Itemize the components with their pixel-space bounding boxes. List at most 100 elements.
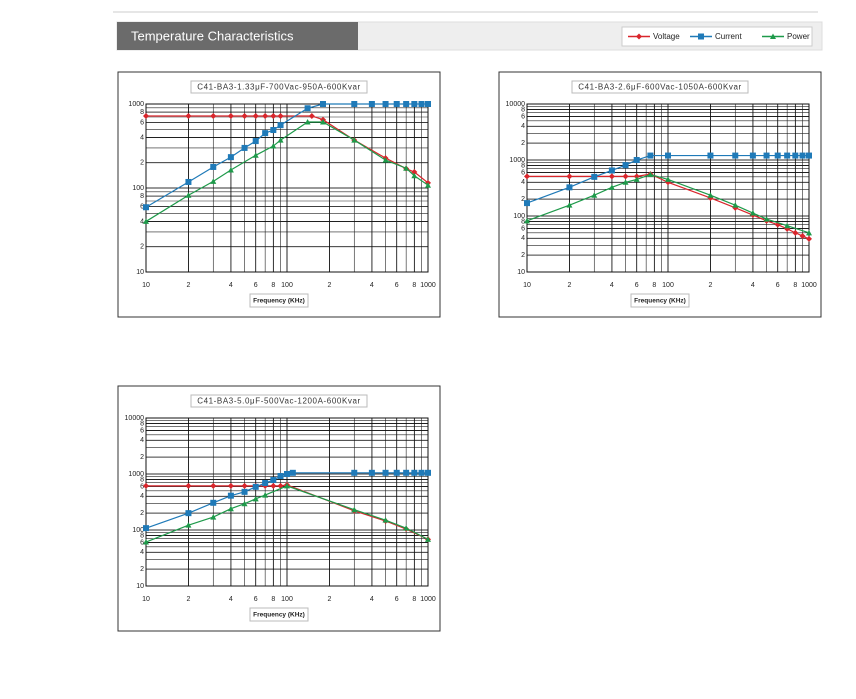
data-point	[806, 229, 812, 236]
y-tick-label: 2	[140, 244, 144, 251]
y-tick-label: 1000	[128, 101, 144, 108]
x-tick-label: 10	[523, 282, 531, 289]
data-point	[411, 101, 418, 107]
x-tick-label: 1000	[420, 596, 436, 603]
xlabel-box	[249, 293, 309, 308]
x-tick-label: 2	[567, 282, 571, 289]
data-point	[227, 505, 234, 512]
data-point	[262, 480, 269, 487]
data-point	[425, 182, 431, 188]
data-point	[622, 162, 629, 169]
data-point	[227, 482, 234, 489]
data-point	[351, 137, 358, 143]
data-point	[252, 483, 259, 490]
data-point	[749, 210, 756, 216]
data-point	[608, 173, 615, 180]
chart-frame	[498, 71, 822, 318]
plot-frame	[145, 103, 429, 273]
x-tick-label: 1000	[801, 282, 817, 289]
x-tick-label: 4	[370, 596, 374, 603]
data-point	[411, 172, 418, 179]
data-point	[210, 514, 217, 520]
y-tick-label: 8	[521, 106, 525, 113]
y-tick-label: 2	[521, 252, 525, 259]
data-point	[393, 101, 400, 107]
data-point	[382, 469, 389, 476]
data-point	[227, 154, 234, 161]
data-point	[591, 192, 598, 198]
data-point	[351, 469, 358, 476]
data-point	[411, 469, 418, 476]
x-tick-label: 4	[229, 282, 233, 289]
data-point	[319, 101, 326, 107]
data-point	[241, 482, 248, 489]
data-point	[418, 101, 425, 107]
chart-title: C41-BA3-2.6μF-600Vac-1050A-600Kvar	[578, 83, 742, 92]
data-point	[143, 218, 149, 224]
y-tick-label: 2	[140, 566, 144, 573]
data-point	[792, 229, 799, 236]
chart-title: C41-BA3-1.33μF-700Vac-950A-600Kvar	[197, 83, 361, 92]
data-point	[382, 101, 389, 107]
data-point	[143, 525, 149, 532]
data-point	[252, 495, 259, 502]
data-point	[403, 525, 410, 531]
data-point	[227, 492, 234, 499]
x-tick-label: 4	[370, 282, 374, 289]
y-tick-label: 6	[140, 483, 144, 490]
data-point	[806, 235, 812, 242]
y-tick-label: 100	[132, 185, 144, 192]
y-tick-label: 6	[521, 225, 525, 232]
data-point	[284, 471, 290, 477]
data-point	[185, 510, 192, 517]
data-point	[524, 217, 530, 224]
y-tick-label: 2	[140, 454, 144, 461]
data-point	[633, 176, 640, 182]
data-point	[241, 500, 248, 507]
data-point	[210, 112, 217, 119]
data-point	[284, 482, 290, 489]
data-point	[707, 192, 714, 198]
data-point	[799, 152, 806, 159]
y-tick-label: 10	[136, 583, 144, 590]
y-tick-label: 10000	[125, 415, 145, 422]
chart-frame	[117, 385, 441, 632]
data-point	[774, 152, 781, 159]
y-tick-label: 6	[140, 203, 144, 210]
series-line	[145, 485, 429, 543]
data-point	[425, 536, 431, 542]
x-axis-label: Frequency (KHz)	[634, 298, 686, 305]
data-point	[368, 469, 375, 476]
xlabel-box	[249, 607, 309, 622]
x-tick-label: 6	[776, 282, 780, 289]
data-point	[403, 469, 410, 476]
data-point	[418, 469, 425, 476]
x-tick-label: 8	[652, 282, 656, 289]
data-point	[732, 152, 739, 159]
data-point	[270, 112, 277, 119]
legend-marker	[636, 33, 642, 40]
data-point	[425, 101, 431, 107]
data-point	[252, 112, 259, 119]
x-tick-label: 2	[327, 596, 331, 603]
data-point	[707, 152, 714, 159]
y-tick-label: 8	[140, 420, 144, 427]
x-tick-label: 4	[610, 282, 614, 289]
title-box	[190, 394, 368, 408]
x-tick-label: 4	[229, 596, 233, 603]
y-tick-label: 1000	[128, 471, 144, 478]
data-point	[185, 482, 192, 489]
data-point	[277, 137, 284, 143]
data-point	[806, 152, 812, 159]
y-tick-label: 10000	[506, 101, 526, 108]
x-tick-label: 4	[751, 282, 755, 289]
series-line	[526, 173, 810, 234]
y-tick-label: 1000	[509, 157, 525, 164]
y-tick-label: 6	[521, 113, 525, 120]
y-tick-label: 100	[132, 527, 144, 534]
y-tick-label: 8	[521, 162, 525, 169]
data-point	[393, 469, 400, 476]
x-tick-label: 6	[395, 596, 399, 603]
data-point	[403, 101, 410, 107]
data-point	[252, 152, 259, 158]
